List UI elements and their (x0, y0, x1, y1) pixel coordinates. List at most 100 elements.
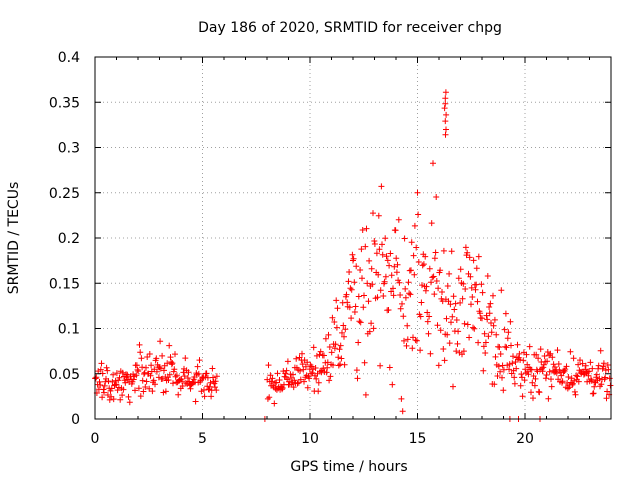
data-point (283, 367, 290, 374)
data-point (497, 351, 504, 357)
data-point (420, 261, 427, 268)
x-tick-label: 5 (198, 431, 207, 447)
data-point (151, 366, 158, 373)
data-point (310, 344, 317, 351)
data-point (321, 352, 327, 359)
data-point (348, 315, 355, 322)
data-point (392, 227, 399, 234)
data-point (446, 340, 453, 347)
data-point (500, 387, 507, 394)
data-point (104, 392, 111, 398)
data-point (415, 211, 422, 218)
data-point (362, 391, 369, 398)
data-point (325, 331, 332, 338)
data-point (437, 327, 444, 334)
data-point (415, 259, 422, 265)
data-point (374, 294, 381, 301)
data-point (181, 373, 188, 380)
data-point (593, 374, 600, 381)
data-point (150, 377, 157, 384)
data-point (301, 378, 307, 385)
data-point (582, 362, 589, 369)
data-point (173, 372, 180, 379)
data-point (213, 373, 220, 380)
data-point (413, 337, 420, 344)
data-point (480, 343, 487, 350)
data-point (153, 368, 160, 375)
data-point (361, 359, 368, 366)
data-point (293, 355, 300, 362)
data-point (516, 350, 523, 357)
data-point (141, 369, 148, 376)
data-point (486, 310, 493, 317)
data-point (338, 355, 345, 362)
data-point (313, 352, 320, 359)
data-point (543, 372, 550, 378)
data-point (187, 385, 194, 392)
data-point (430, 273, 437, 280)
data-point (194, 363, 201, 370)
data-point (462, 244, 469, 251)
data-point (532, 375, 539, 382)
data-point (442, 100, 449, 107)
data-point (468, 284, 475, 291)
data-point (407, 291, 414, 298)
data-point (143, 378, 150, 385)
data-point (212, 378, 219, 385)
data-point (110, 396, 117, 403)
data-point (299, 350, 305, 357)
data-point (442, 89, 449, 96)
data-point (593, 371, 600, 378)
data-point (429, 274, 436, 281)
data-point (482, 350, 489, 356)
data-point (378, 183, 385, 190)
data-point (172, 351, 178, 358)
data-point (410, 252, 417, 259)
data-point (478, 281, 485, 288)
data-point (146, 351, 153, 357)
data-point (304, 384, 311, 391)
data-point (375, 271, 382, 278)
data-point (300, 366, 307, 373)
data-point (389, 381, 396, 388)
data-point (399, 300, 405, 307)
data-point (395, 277, 402, 284)
y-tick-label: 0.2 (58, 231, 80, 247)
data-point (475, 253, 482, 260)
data-point (483, 312, 490, 319)
data-point (295, 379, 302, 386)
data-point (567, 348, 574, 355)
data-point (457, 266, 464, 273)
data-point (185, 369, 192, 376)
data-point (276, 377, 283, 383)
data-point (485, 333, 492, 340)
data-point (316, 351, 323, 358)
data-point (341, 333, 347, 340)
data-point (290, 371, 296, 378)
data-point (435, 285, 442, 292)
data-point (199, 375, 206, 382)
data-point (430, 160, 436, 167)
data-point (448, 319, 454, 326)
data-point (135, 368, 142, 375)
data-point (491, 316, 498, 323)
data-point (572, 391, 579, 398)
data-point (488, 329, 495, 336)
data-point (434, 322, 441, 329)
data-point (134, 366, 141, 373)
data-point (165, 377, 172, 383)
data-point (448, 248, 455, 255)
data-point (354, 375, 361, 382)
data-point (539, 368, 546, 375)
data-point (137, 349, 144, 356)
data-point (370, 210, 376, 217)
data-point (379, 251, 386, 258)
data-point (326, 344, 333, 350)
data-point (346, 269, 353, 275)
data-point (386, 262, 393, 269)
data-point (359, 227, 366, 233)
data-point (96, 378, 103, 385)
data-point (394, 261, 401, 268)
data-point (97, 382, 104, 388)
data-point (362, 243, 369, 250)
